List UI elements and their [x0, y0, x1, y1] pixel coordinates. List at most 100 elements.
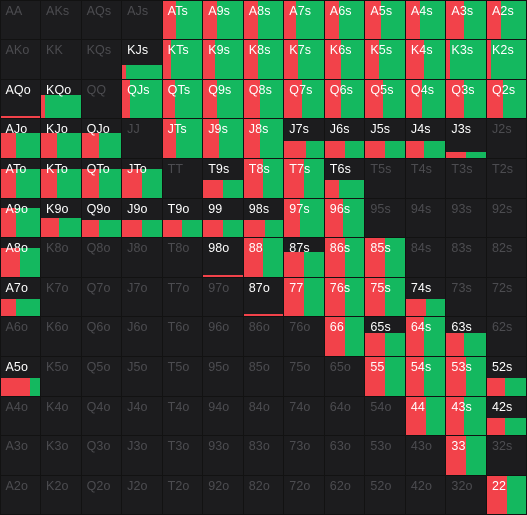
hand-cell-a9s[interactable]: A9s [203, 0, 243, 40]
hand-cell-87s[interactable]: 87s [284, 238, 324, 277]
hand-cell-95o[interactable]: 95o [203, 357, 243, 396]
hand-cell-q9s[interactable]: Q9s [203, 79, 243, 119]
hand-cell-42s[interactable]: 42s [486, 396, 527, 436]
hand-cell-t2o[interactable]: T2o [162, 475, 203, 515]
hand-cell-tt[interactable]: TT [162, 158, 203, 198]
hand-cell-62s[interactable]: 62s [486, 317, 527, 357]
hand-cell-93s[interactable]: 93s [446, 198, 486, 238]
hand-cell-qq[interactable]: QQ [81, 79, 122, 119]
hand-cell-k5s[interactable]: K5s [365, 40, 405, 79]
hand-cell-k7s[interactable]: K7s [284, 40, 324, 79]
hand-cell-t9s[interactable]: T9s [203, 158, 243, 198]
hand-cell-q4s[interactable]: Q4s [405, 79, 446, 119]
hand-cell-t7o[interactable]: T7o [162, 277, 203, 317]
hand-cell-t4s[interactable]: T4s [405, 158, 446, 198]
hand-cell-j2s[interactable]: J2s [486, 119, 527, 158]
hand-cell-ako[interactable]: AKo [0, 40, 41, 79]
hand-cell-k6o[interactable]: K6o [41, 317, 81, 357]
hand-cell-q8o[interactable]: Q8o [81, 238, 122, 277]
hand-cell-64o[interactable]: 64o [324, 396, 365, 436]
hand-cell-k3s[interactable]: K3s [446, 40, 486, 79]
hand-cell-aqs[interactable]: AQs [81, 0, 122, 40]
hand-cell-87o[interactable]: 87o [243, 277, 284, 317]
hand-cell-92s[interactable]: 92s [486, 198, 527, 238]
hand-cell-k9o[interactable]: K9o [41, 198, 81, 238]
hand-cell-k5o[interactable]: K5o [41, 357, 81, 396]
hand-cell-j4o[interactable]: J4o [122, 396, 162, 436]
hand-cell-43o[interactable]: 43o [405, 436, 446, 475]
hand-cell-ajo[interactable]: AJo [0, 119, 41, 158]
hand-cell-72o[interactable]: 72o [284, 475, 324, 515]
hand-cell-t7s[interactable]: T7s [284, 158, 324, 198]
hand-cell-88[interactable]: 88 [243, 238, 284, 277]
hand-cell-j4s[interactable]: J4s [405, 119, 446, 158]
hand-cell-j8o[interactable]: J8o [122, 238, 162, 277]
hand-cell-t2s[interactable]: T2s [486, 158, 527, 198]
hand-cell-q3o[interactable]: Q3o [81, 436, 122, 475]
hand-cell-t8o[interactable]: T8o [162, 238, 203, 277]
hand-cell-t9o[interactable]: T9o [162, 198, 203, 238]
hand-cell-84o[interactable]: 84o [243, 396, 284, 436]
hand-cell-k3o[interactable]: K3o [41, 436, 81, 475]
hand-cell-q6s[interactable]: Q6s [324, 79, 365, 119]
hand-cell-a5o[interactable]: A5o [0, 357, 41, 396]
hand-cell-82s[interactable]: 82s [486, 238, 527, 277]
hand-cell-qjo[interactable]: QJo [81, 119, 122, 158]
hand-cell-96s[interactable]: 96s [324, 198, 365, 238]
hand-cell-32o[interactable]: 32o [446, 475, 486, 515]
hand-cell-98s[interactable]: 98s [243, 198, 284, 238]
hand-cell-22[interactable]: 22 [486, 475, 527, 515]
hand-cell-q3s[interactable]: Q3s [446, 79, 486, 119]
hand-cell-j6o[interactable]: J6o [122, 317, 162, 357]
hand-cell-kjs[interactable]: KJs [122, 40, 162, 79]
hand-cell-32s[interactable]: 32s [486, 436, 527, 475]
hand-cell-73o[interactable]: 73o [284, 436, 324, 475]
hand-cell-76s[interactable]: 76s [324, 277, 365, 317]
hand-cell-j5s[interactable]: J5s [365, 119, 405, 158]
hand-cell-q9o[interactable]: Q9o [81, 198, 122, 238]
hand-cell-62o[interactable]: 62o [324, 475, 365, 515]
hand-cell-k4s[interactable]: K4s [405, 40, 446, 79]
hand-cell-33[interactable]: 33 [446, 436, 486, 475]
hand-cell-64s[interactable]: 64s [405, 317, 446, 357]
hand-cell-54o[interactable]: 54o [365, 396, 405, 436]
hand-cell-74o[interactable]: 74o [284, 396, 324, 436]
hand-cell-99[interactable]: 99 [203, 198, 243, 238]
hand-cell-94s[interactable]: 94s [405, 198, 446, 238]
hand-cell-85o[interactable]: 85o [243, 357, 284, 396]
hand-cell-86s[interactable]: 86s [324, 238, 365, 277]
hand-cell-aqo[interactable]: AQo [0, 79, 41, 119]
hand-cell-ajs[interactable]: AJs [122, 0, 162, 40]
hand-cell-96o[interactable]: 96o [203, 317, 243, 357]
hand-cell-74s[interactable]: 74s [405, 277, 446, 317]
hand-cell-a3o[interactable]: A3o [0, 436, 41, 475]
hand-cell-a7s[interactable]: A7s [284, 0, 324, 40]
hand-cell-jts[interactable]: JTs [162, 119, 203, 158]
hand-cell-q7s[interactable]: Q7s [284, 79, 324, 119]
hand-cell-qjs[interactable]: QJs [122, 79, 162, 119]
hand-cell-k2s[interactable]: K2s [486, 40, 527, 79]
hand-cell-jto[interactable]: JTo [122, 158, 162, 198]
hand-cell-j3s[interactable]: J3s [446, 119, 486, 158]
hand-cell-97o[interactable]: 97o [203, 277, 243, 317]
hand-cell-kto[interactable]: KTo [41, 158, 81, 198]
hand-cell-a6s[interactable]: A6s [324, 0, 365, 40]
hand-cell-52o[interactable]: 52o [365, 475, 405, 515]
hand-cell-k7o[interactable]: K7o [41, 277, 81, 317]
hand-cell-42o[interactable]: 42o [405, 475, 446, 515]
hand-cell-95s[interactable]: 95s [365, 198, 405, 238]
hand-cell-jj[interactable]: JJ [122, 119, 162, 158]
hand-cell-44[interactable]: 44 [405, 396, 446, 436]
hand-cell-q7o[interactable]: Q7o [81, 277, 122, 317]
hand-cell-j5o[interactable]: J5o [122, 357, 162, 396]
hand-cell-q2s[interactable]: Q2s [486, 79, 527, 119]
hand-cell-a8o[interactable]: A8o [0, 238, 41, 277]
hand-cell-t4o[interactable]: T4o [162, 396, 203, 436]
hand-cell-j2o[interactable]: J2o [122, 475, 162, 515]
hand-cell-73s[interactable]: 73s [446, 277, 486, 317]
hand-cell-j3o[interactable]: J3o [122, 436, 162, 475]
hand-cell-j6s[interactable]: J6s [324, 119, 365, 158]
hand-cell-54s[interactable]: 54s [405, 357, 446, 396]
hand-cell-52s[interactable]: 52s [486, 357, 527, 396]
hand-cell-97s[interactable]: 97s [284, 198, 324, 238]
